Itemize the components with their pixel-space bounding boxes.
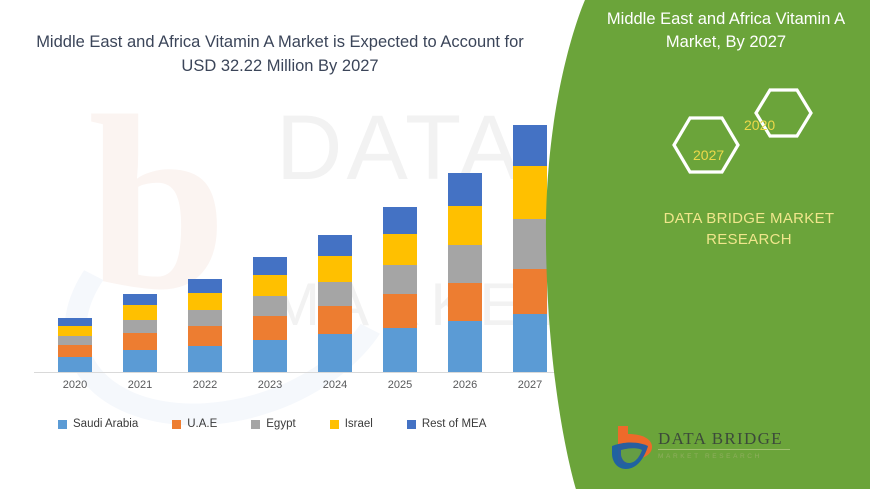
- bar-segment-israel[interactable]: [253, 274, 287, 296]
- bar-segment-u-a-e[interactable]: [253, 316, 287, 340]
- bar-segment-egypt[interactable]: [123, 319, 157, 334]
- bar-segment-israel[interactable]: [188, 292, 222, 310]
- bar-segment-egypt[interactable]: [448, 244, 482, 283]
- bar-2027[interactable]: [513, 125, 547, 372]
- logo-divider: [658, 449, 790, 450]
- legend-swatch-icon: [406, 419, 416, 429]
- bar-segment-israel[interactable]: [318, 256, 352, 282]
- bar-2026[interactable]: [448, 172, 482, 372]
- bar-segment-rest-of-mea[interactable]: [448, 172, 482, 206]
- legend-swatch-icon: [172, 419, 182, 429]
- x-tick-label-2024: 2024: [322, 379, 348, 391]
- legend-label: U.A.E: [187, 418, 218, 430]
- bar-segment-saudi-arabia[interactable]: [383, 327, 417, 372]
- bar-segment-saudi-arabia[interactable]: [513, 313, 547, 372]
- bar-segment-israel[interactable]: [123, 305, 157, 320]
- hexagon-badges: 2020 2027: [660, 85, 860, 195]
- logo-title: DATA BRIDGE: [658, 429, 783, 448]
- bar-2020[interactable]: [58, 318, 92, 372]
- bar-segment-rest-of-mea[interactable]: [58, 318, 92, 327]
- bar-2022[interactable]: [188, 279, 222, 372]
- legend-label: Saudi Arabia: [73, 418, 139, 430]
- x-axis-line: [34, 372, 556, 373]
- bar-segment-israel[interactable]: [58, 326, 92, 336]
- x-tick-label-2022: 2022: [192, 379, 218, 391]
- legend-swatch-icon: [329, 419, 339, 429]
- x-tick-label-2021: 2021: [127, 379, 153, 391]
- legend-label: Egypt: [266, 418, 296, 430]
- x-tick-label-2020: 2020: [62, 379, 88, 391]
- x-tick-label-2025: 2025: [387, 379, 413, 391]
- bar-segment-u-a-e[interactable]: [188, 326, 222, 346]
- hexagon-2027-label: 2027: [693, 147, 725, 163]
- hexagon-2020-label: 2020: [744, 117, 776, 133]
- bar-segment-egypt[interactable]: [383, 265, 417, 295]
- bar-2025[interactable]: [383, 207, 417, 372]
- bar-segment-egypt[interactable]: [318, 281, 352, 306]
- logo-mark-icon: [612, 426, 652, 469]
- bar-segment-saudi-arabia[interactable]: [188, 345, 222, 372]
- bar-segment-u-a-e[interactable]: [448, 282, 482, 322]
- chart-title: Middle East and Africa Vitamin A Market …: [36, 33, 524, 75]
- bar-segment-saudi-arabia[interactable]: [58, 356, 92, 372]
- legend-item-u-a-e[interactable]: U.A.E: [172, 418, 217, 430]
- bar-2021[interactable]: [123, 293, 157, 372]
- legend-item-saudi-arabia[interactable]: Saudi Arabia: [58, 418, 138, 430]
- x-tick-label-2026: 2026: [452, 379, 478, 391]
- bar-segment-rest-of-mea[interactable]: [123, 293, 157, 306]
- bar-segment-u-a-e[interactable]: [383, 294, 417, 328]
- bar-segment-egypt[interactable]: [253, 295, 287, 317]
- bar-segment-saudi-arabia[interactable]: [318, 334, 352, 372]
- bar-2024[interactable]: [318, 234, 352, 372]
- panel-brand-text: DATA BRIDGE MARKET RESEARCH: [663, 210, 835, 248]
- bar-segment-israel[interactable]: [448, 205, 482, 245]
- bar-segment-saudi-arabia[interactable]: [253, 340, 287, 372]
- bar-segment-u-a-e[interactable]: [318, 305, 352, 335]
- bar-segment-rest-of-mea[interactable]: [188, 279, 222, 293]
- chart-legend: Saudi Arabia U.A.E Egypt Israel Rest of MEA: [58, 418, 520, 430]
- bar-segment-egypt[interactable]: [513, 219, 547, 269]
- bar-segment-egypt[interactable]: [188, 309, 222, 327]
- bar-segment-u-a-e[interactable]: [58, 345, 92, 357]
- logo-subtitle: MARKET RESEARCH: [658, 453, 762, 460]
- x-tick-label-2027: 2027: [517, 379, 543, 391]
- legend-label: Rest of MEA: [421, 418, 487, 430]
- legend-item-rest-of-mea[interactable]: Rest of MEA: [406, 418, 487, 430]
- bar-segment-israel[interactable]: [383, 233, 417, 266]
- x-tick-label-2023: 2023: [257, 379, 283, 391]
- bar-segment-rest-of-mea[interactable]: [513, 125, 547, 167]
- company-logo: DATA BRIDGE MARKET RESEARCH: [608, 424, 798, 474]
- bar-segment-rest-of-mea[interactable]: [383, 207, 417, 234]
- legend-item-egypt[interactable]: Egypt: [251, 418, 296, 430]
- legend-swatch-icon: [251, 419, 261, 429]
- bar-2023[interactable]: [253, 257, 287, 372]
- logo-wordmark: DATA BRIDGE MARKET RESEARCH: [658, 429, 783, 460]
- bar-segment-u-a-e[interactable]: [123, 333, 157, 351]
- bar-segment-rest-of-mea[interactable]: [318, 234, 352, 257]
- chart-plot-area: 2020 2021 2022 2023 2024 2025 2026 2027: [34, 125, 556, 391]
- panel-title: Middle East and Africa Vitamin A Market,…: [606, 10, 846, 51]
- hexagon-2027-shape: [672, 116, 740, 174]
- bar-segment-saudi-arabia[interactable]: [448, 321, 482, 372]
- bar-segment-israel[interactable]: [513, 166, 547, 220]
- bar-segment-u-a-e[interactable]: [513, 268, 547, 314]
- bar-segment-saudi-arabia[interactable]: [123, 350, 157, 372]
- legend-swatch-icon: [58, 419, 67, 429]
- bar-segment-rest-of-mea[interactable]: [253, 257, 287, 275]
- legend-label: Israel: [344, 418, 373, 430]
- bar-segment-egypt[interactable]: [58, 335, 92, 346]
- legend-item-israel[interactable]: Israel: [329, 418, 373, 430]
